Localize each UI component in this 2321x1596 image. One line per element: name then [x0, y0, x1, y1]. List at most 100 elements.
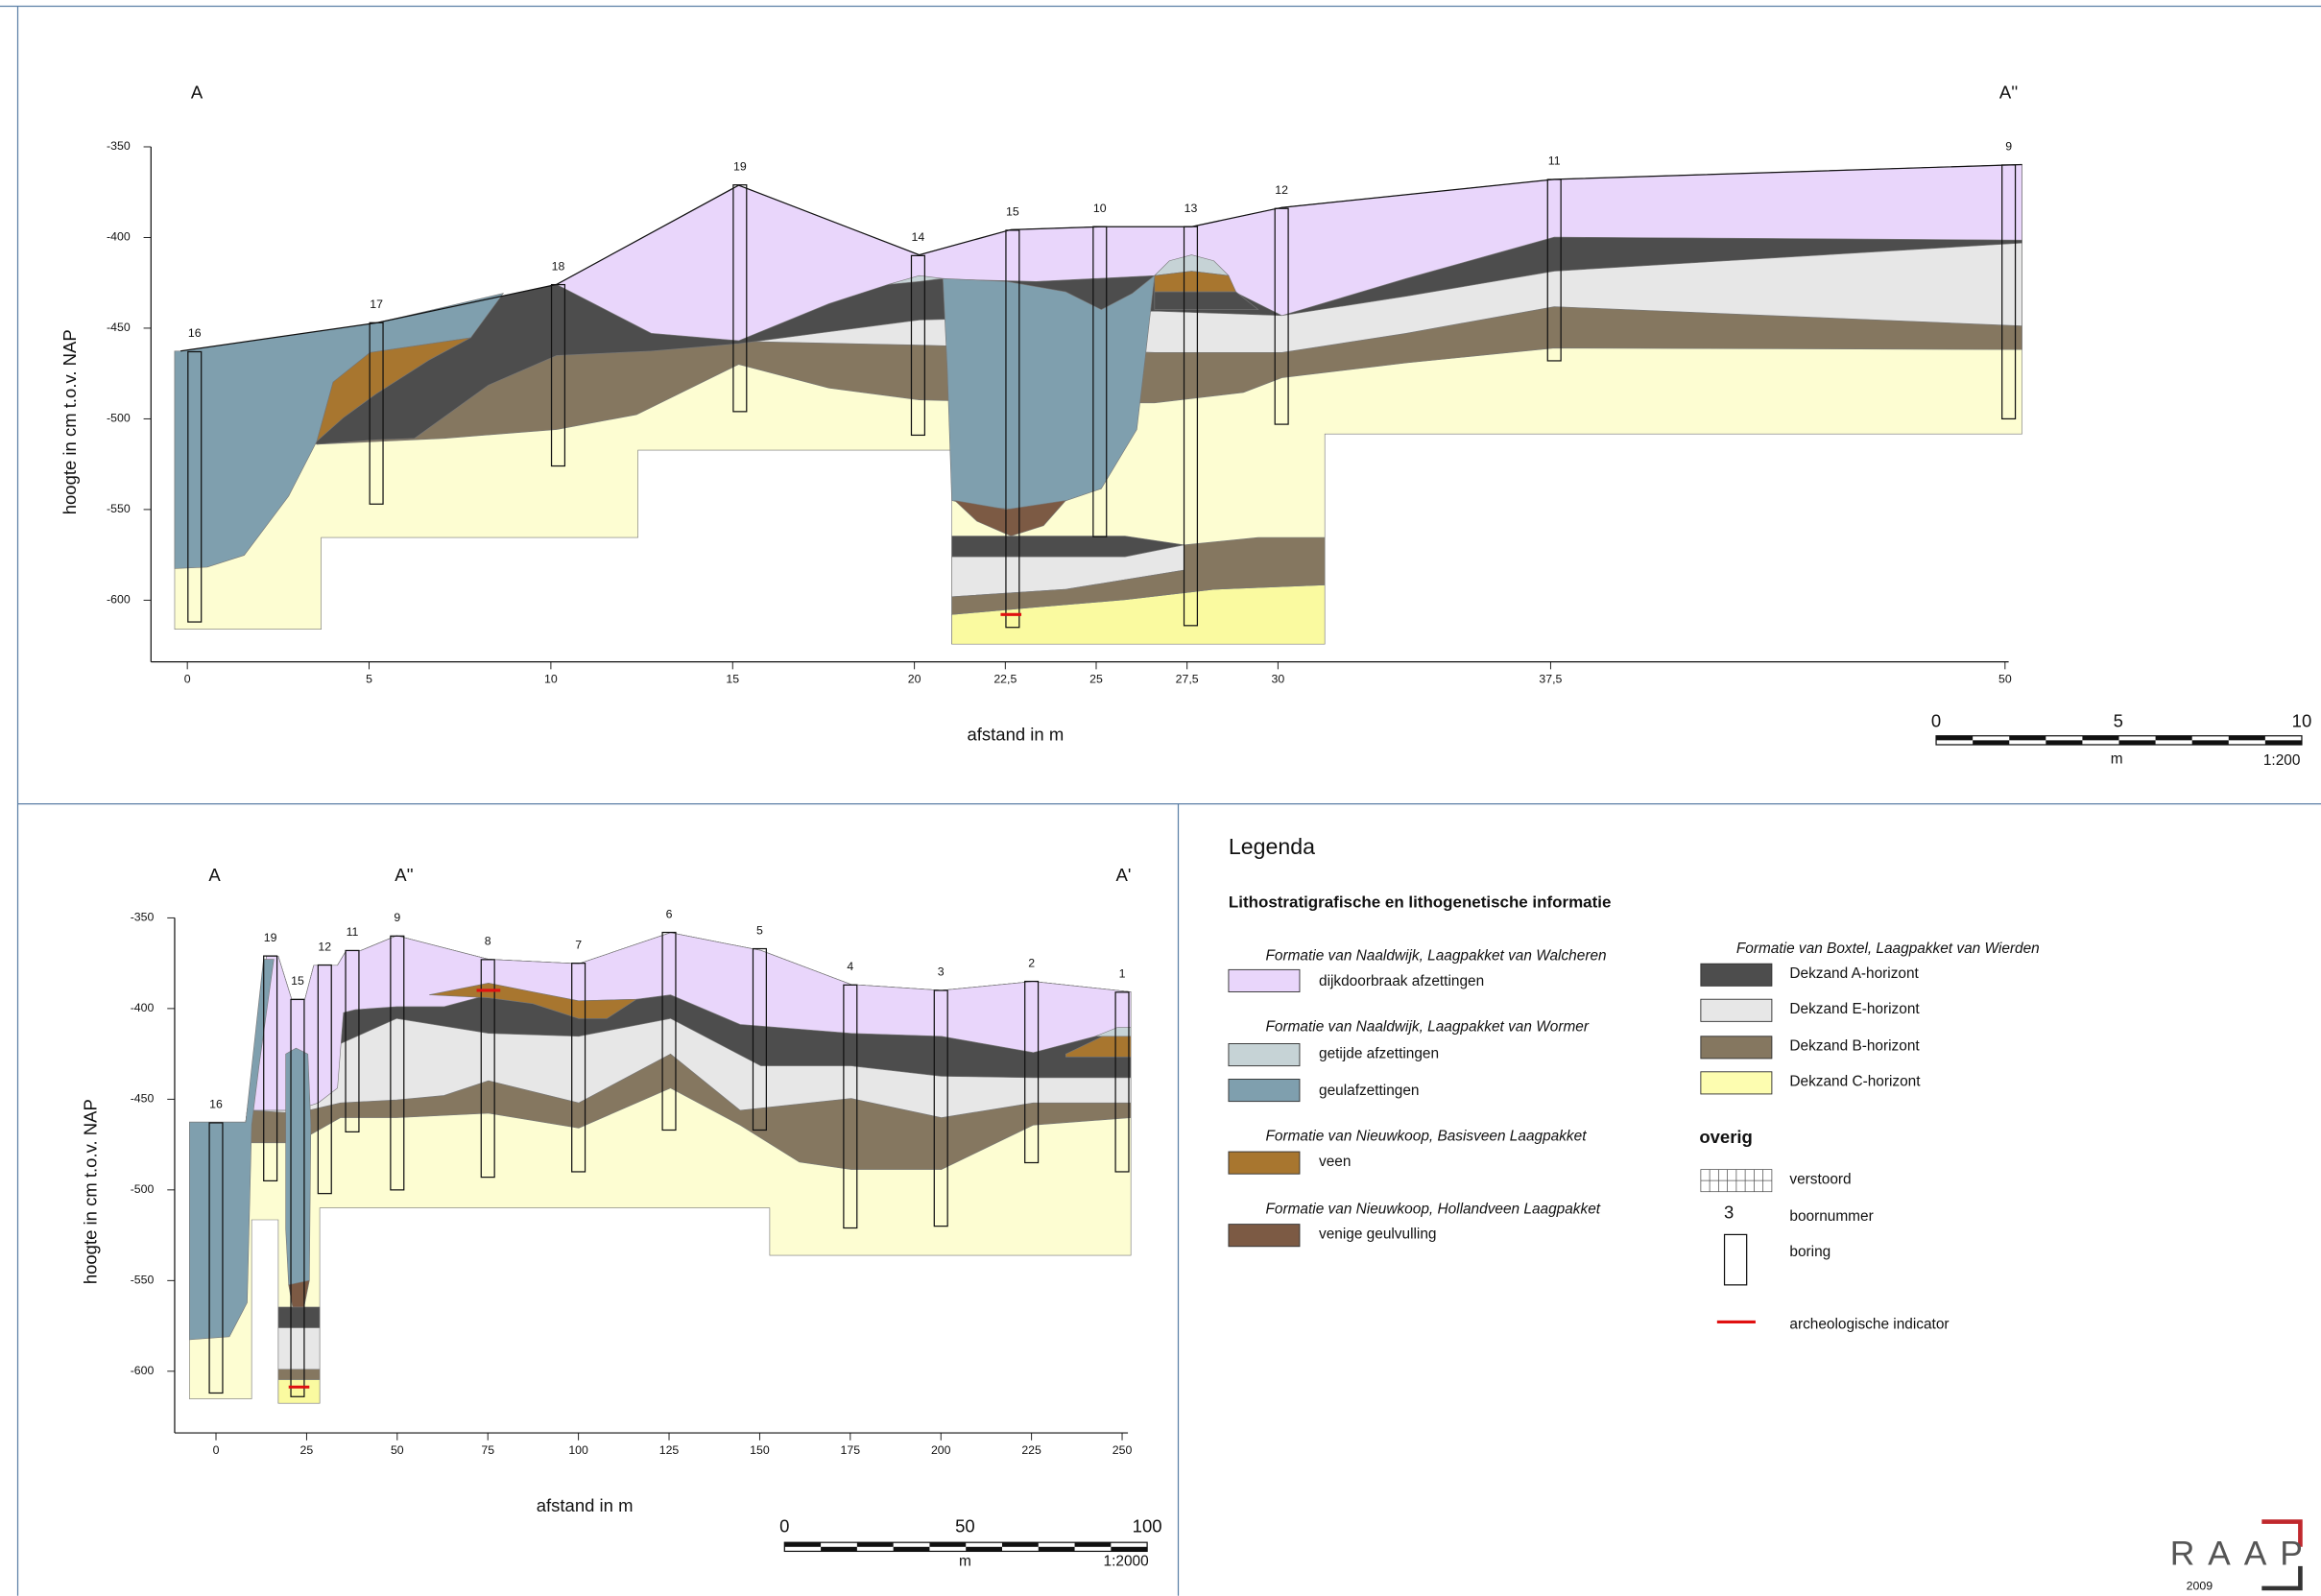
top-marks: -350 -400 -450 -500 -550 -600 0 5 10 15 20 22,5 25 27…: [107, 139, 2017, 685]
borehole: [1005, 229, 1020, 629]
scale-bar-segment: [2228, 735, 2265, 741]
top-layers: [174, 163, 2022, 645]
scale-bar-segment: [1074, 1542, 1112, 1547]
borehole: [732, 184, 748, 413]
x-axis-label: afstand in m: [537, 1495, 634, 1515]
x-tick-label: 200: [931, 1443, 951, 1457]
y-tick-label: -450: [107, 321, 131, 334]
scale-bar-segment: [966, 1546, 1002, 1552]
y-tick-label: -550: [131, 1274, 155, 1287]
x-tick-label: 22,5: [993, 672, 1017, 685]
legend-swatch: [1228, 1079, 1301, 1103]
borehole: [369, 322, 384, 505]
legend-swatch: [1228, 1151, 1301, 1175]
x-tick-label: 5: [366, 672, 372, 685]
borehole: [480, 959, 495, 1179]
legend-item: venige geulvulling: [1319, 1226, 1436, 1242]
legend-title: Legenda: [1229, 834, 1315, 859]
y-tick-label: -400: [131, 1001, 155, 1014]
legend-sample-number: 3: [1724, 1203, 1734, 1223]
tidal-layer: [1095, 1027, 1132, 1037]
scale-bar: [1935, 735, 2303, 746]
legend-group: Formatie van Naaldwijk, Laagpakket van W…: [1265, 948, 1606, 965]
peaty-gully-fill-layer: [953, 500, 1067, 536]
borehole-number: 6: [666, 907, 673, 920]
scale-bar-segment: [821, 1546, 857, 1552]
logo-year: 2009: [2187, 1580, 2213, 1593]
borehole-number: 3: [938, 965, 945, 979]
scale-bar-segment: [784, 1542, 822, 1547]
legend-swatch: [1700, 1036, 1773, 1060]
x-tick-label: 75: [481, 1443, 494, 1457]
legend-group: Formatie van Naaldwijk, Laagpakket van W…: [1265, 1019, 1589, 1036]
scale-label: 0: [779, 1516, 789, 1536]
borehole-number: 17: [370, 298, 383, 311]
borehole: [1183, 226, 1199, 627]
section-label: A': [1116, 865, 1132, 885]
borehole-number: 9: [394, 911, 400, 924]
scale-label: 0: [1931, 711, 1941, 731]
scale-ratio: 1:2000: [1104, 1553, 1149, 1569]
borehole-number: 4: [847, 960, 853, 973]
y-tick-label: -400: [107, 230, 131, 244]
legend-item: Dekzand C-horizont: [1789, 1074, 1921, 1090]
x-tick-label: 175: [841, 1443, 861, 1457]
borehole-number: 9: [2005, 140, 2012, 154]
y-tick-label: -450: [131, 1092, 155, 1106]
borehole: [550, 283, 566, 467]
borehole: [187, 350, 203, 623]
borehole-number: 19: [264, 931, 277, 944]
scale-bar-segment: [2082, 735, 2119, 741]
c-horizon-deep-layer: [277, 1379, 321, 1404]
legend-item: Dekzand A-horizont: [1789, 965, 1919, 982]
borehole: [290, 998, 305, 1397]
borehole-number: 7: [575, 938, 582, 951]
scale-bar-segment: [2046, 740, 2083, 745]
borehole: [571, 963, 586, 1173]
legend-swatch: [1228, 1043, 1301, 1067]
borehole: [390, 935, 405, 1191]
logo-text: RAAP: [2170, 1534, 2316, 1572]
bottom-layers: [189, 932, 1132, 1404]
scale-label: 5: [2114, 711, 2123, 731]
x-tick-label: 250: [1113, 1443, 1133, 1457]
x-tick-label: 100: [568, 1443, 588, 1457]
scale-bar-segment: [1111, 1546, 1148, 1552]
legend-item: getijde afzettingen: [1319, 1045, 1439, 1061]
x-tick-label: 15: [726, 672, 739, 685]
scale-bar-segment: [1001, 1542, 1039, 1547]
x-tick-label: 37,5: [1539, 672, 1562, 685]
scale-bar-segment: [893, 1546, 930, 1552]
legend-item: veen: [1319, 1154, 1351, 1170]
borehole: [1024, 980, 1040, 1164]
peat-layer: [316, 337, 471, 442]
borehole: [752, 947, 767, 1131]
borehole: [345, 949, 360, 1132]
e-horizon-layer: [277, 1327, 321, 1370]
a-horizon-layer: [1154, 291, 1259, 310]
scale-bar-segment: [2191, 740, 2229, 745]
x-tick-label: 10: [544, 672, 558, 685]
x-tick-label: 30: [1272, 672, 1285, 685]
legend-swatch-disturbed: [1700, 1169, 1773, 1193]
borehole: [843, 984, 858, 1229]
y-tick-label: -600: [131, 1364, 155, 1377]
borehole-number: 18: [552, 259, 565, 273]
borehole-number: 8: [485, 935, 491, 948]
scale-unit: m: [2111, 750, 2123, 767]
scale-label: 100: [1133, 1516, 1162, 1536]
borehole-number: 10: [1093, 202, 1107, 215]
borehole-number: 12: [1275, 183, 1288, 197]
y-tick-label: -500: [107, 412, 131, 425]
scale-bar-segment: [2264, 740, 2302, 745]
borehole-number: 16: [188, 326, 202, 340]
section-label: A: [208, 865, 221, 885]
legend-item: archeologische indicator: [1789, 1317, 1949, 1333]
borehole-number: 11: [347, 925, 359, 939]
legend-group: overig: [1699, 1127, 1753, 1147]
x-axis-label: afstand in m: [967, 725, 1064, 745]
y-tick-label: -600: [107, 593, 131, 607]
borehole: [1274, 207, 1289, 425]
